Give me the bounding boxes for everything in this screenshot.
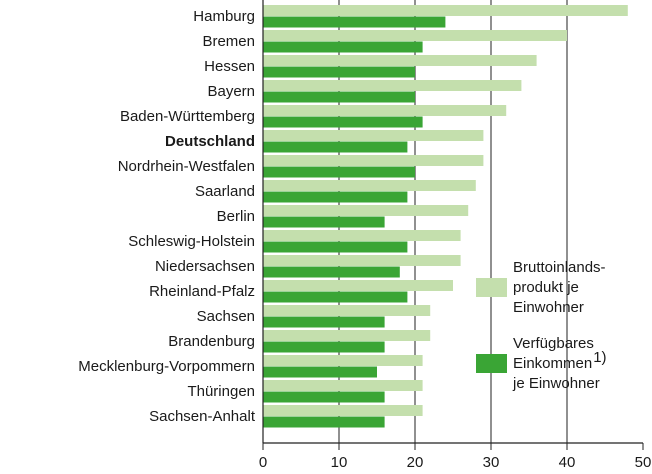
bar xyxy=(263,41,423,53)
bar xyxy=(263,16,446,28)
bar xyxy=(263,341,385,353)
bar xyxy=(263,30,567,41)
category-label: Sachsen xyxy=(197,308,255,325)
category-label: Baden-Württemberg xyxy=(120,108,255,125)
bar xyxy=(263,191,408,203)
category-label: Rheinland-Pfalz xyxy=(149,283,255,300)
bar xyxy=(263,130,484,141)
bar xyxy=(263,105,507,116)
bar xyxy=(263,66,415,78)
legend-swatch xyxy=(476,278,507,297)
bar xyxy=(263,255,461,266)
x-tick-label: 40 xyxy=(559,454,576,471)
bar xyxy=(263,330,431,341)
category-label: Berlin xyxy=(217,208,255,225)
category-label: Niedersachsen xyxy=(155,258,255,275)
category-label: Deutschland xyxy=(165,133,255,150)
bar xyxy=(263,305,431,316)
x-tick-label: 30 xyxy=(483,454,500,471)
legend-swatch xyxy=(476,354,507,373)
bar xyxy=(263,416,385,428)
bar xyxy=(263,116,423,128)
bar xyxy=(263,280,453,291)
bar xyxy=(263,266,400,278)
legend-label: Verfügbares xyxy=(513,335,594,352)
legend-label: Bruttoinlands- xyxy=(513,259,606,276)
legend-label: Einkommen xyxy=(513,355,592,372)
category-label: Nordrhein-Westfalen xyxy=(118,158,255,175)
x-tick-label: 10 xyxy=(331,454,348,471)
category-label: Hamburg xyxy=(193,8,255,25)
category-label: Hessen xyxy=(204,58,255,75)
bar xyxy=(263,230,461,241)
bar xyxy=(263,155,484,166)
category-label: Bayern xyxy=(207,83,255,100)
bar xyxy=(263,55,537,66)
category-label: Saarland xyxy=(195,183,255,200)
x-tick-label: 20 xyxy=(407,454,424,471)
x-tick-label: 50 xyxy=(635,454,652,471)
legend-label: je Einwohner xyxy=(512,375,600,392)
bar xyxy=(263,291,408,303)
bar xyxy=(263,141,408,153)
category-label: Brandenburg xyxy=(168,333,255,350)
bar xyxy=(263,405,423,416)
bar xyxy=(263,241,408,253)
bar xyxy=(263,166,415,178)
bar xyxy=(263,391,385,403)
category-label: Schleswig-Holstein xyxy=(128,233,255,250)
bar xyxy=(263,205,469,216)
legend-label: Einwohner xyxy=(513,299,584,316)
bar xyxy=(263,180,476,191)
bar xyxy=(263,366,377,378)
bar xyxy=(263,355,423,366)
category-label: Bremen xyxy=(202,33,255,50)
bar xyxy=(263,80,522,91)
category-label: Sachsen-Anhalt xyxy=(149,408,256,425)
bar xyxy=(263,5,628,16)
x-tick-label: 0 xyxy=(259,454,267,471)
bar xyxy=(263,91,415,103)
category-label: Thüringen xyxy=(187,383,255,400)
legend-label: produkt je xyxy=(513,279,579,296)
legend-note: 1) xyxy=(593,349,606,366)
bar xyxy=(263,316,385,328)
bar xyxy=(263,216,385,228)
bar xyxy=(263,380,423,391)
category-label: Mecklenburg-Vorpommern xyxy=(78,358,255,375)
